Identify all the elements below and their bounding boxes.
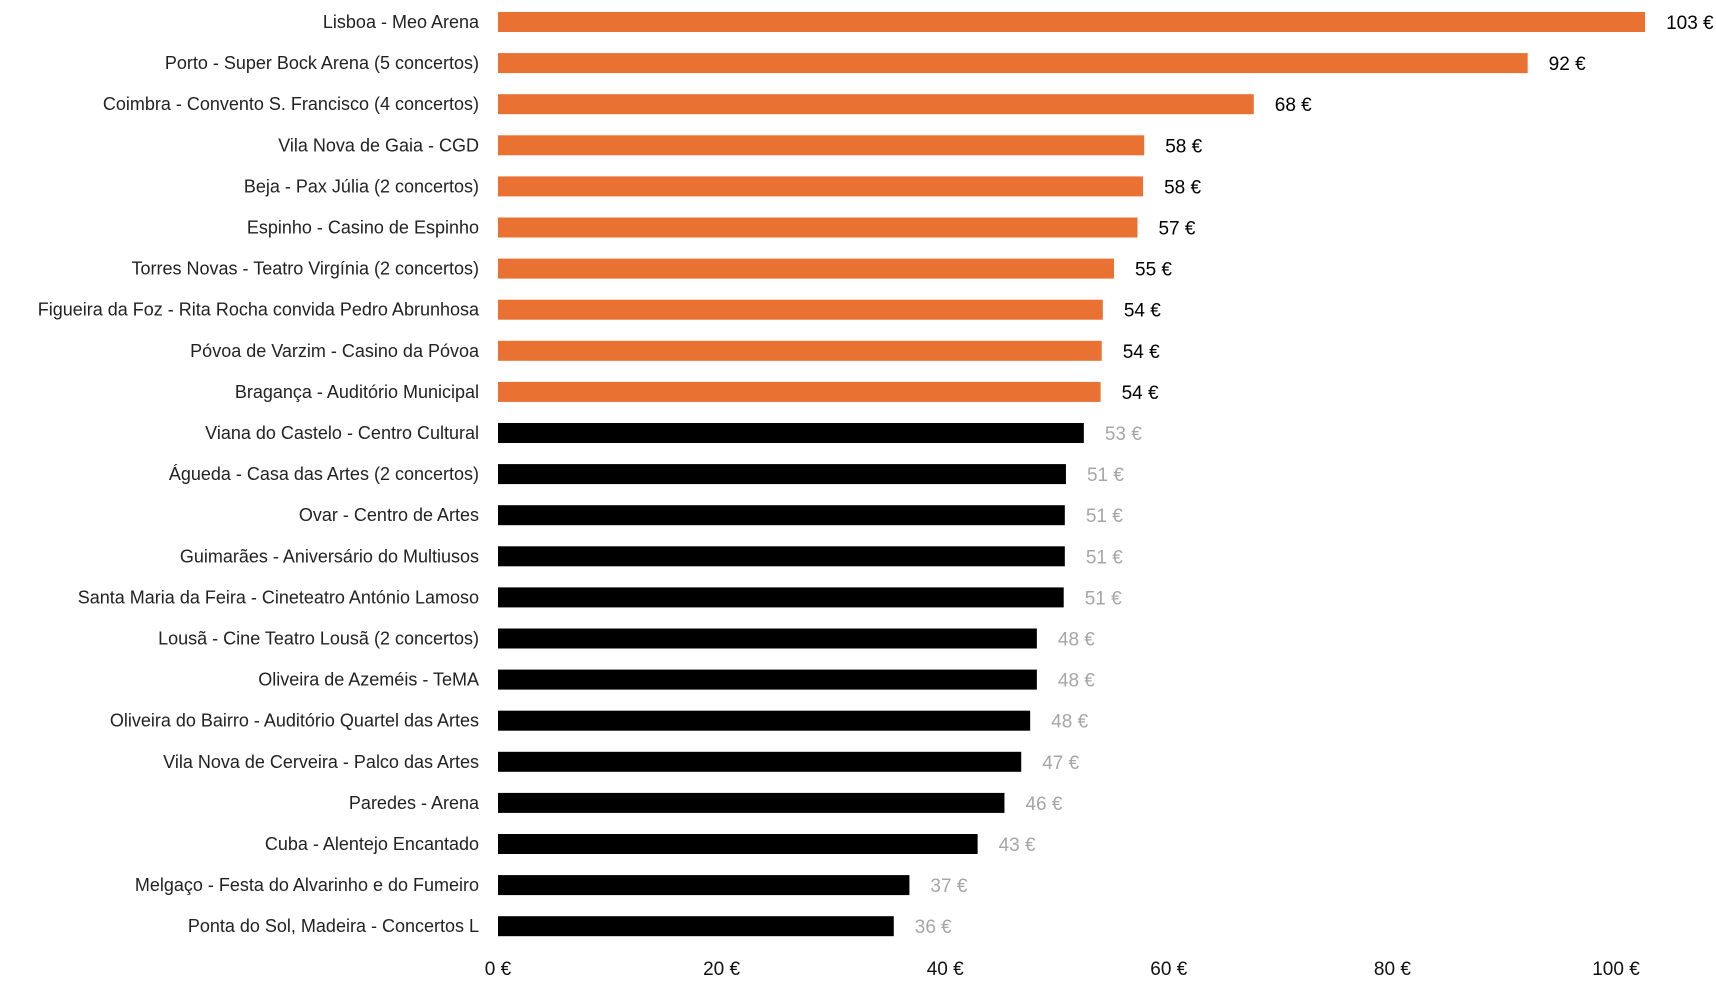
category-label: Lousã - Cine Teatro Lousã (2 concertos) bbox=[158, 629, 479, 649]
category-label: Oliveira do Bairro - Auditório Quartel d… bbox=[110, 711, 479, 731]
value-label: 51 € bbox=[1086, 506, 1123, 527]
bar bbox=[498, 299, 1103, 320]
category-label: Santa Maria da Feira - Cineteatro Antóni… bbox=[78, 587, 479, 607]
category-label: Vila Nova de Gaia - CGD bbox=[278, 135, 479, 155]
bar bbox=[498, 258, 1115, 279]
bar bbox=[498, 751, 1022, 772]
bar bbox=[498, 53, 1528, 74]
value-label: 103 € bbox=[1666, 13, 1714, 34]
category-label: Bragança - Auditório Municipal bbox=[235, 382, 479, 402]
category-label: Vila Nova de Cerveira - Palco das Artes bbox=[163, 752, 479, 772]
category-label: Melgaço - Festa do Alvarinho e do Fumeir… bbox=[135, 875, 479, 895]
bar bbox=[498, 464, 1066, 485]
value-label: 51 € bbox=[1085, 588, 1122, 609]
value-label: 48 € bbox=[1058, 630, 1095, 651]
bar bbox=[498, 546, 1065, 567]
value-label: 54 € bbox=[1124, 301, 1161, 322]
value-label: 68 € bbox=[1275, 95, 1312, 116]
category-label: Ponta do Sol, Madeira - Concertos L bbox=[188, 916, 479, 936]
value-label: 92 € bbox=[1549, 54, 1586, 75]
bar bbox=[498, 340, 1102, 361]
x-tick-label: 0 € bbox=[485, 959, 512, 980]
bar bbox=[498, 12, 1646, 32]
x-tick-label: 40 € bbox=[927, 959, 964, 980]
bar bbox=[498, 792, 1005, 813]
category-label: Oliveira de Azeméis - TeMA bbox=[258, 670, 479, 690]
x-tick-label: 100 € bbox=[1592, 959, 1640, 980]
category-label: Beja - Pax Júlia (2 concertos) bbox=[244, 176, 479, 196]
value-label: 51 € bbox=[1087, 465, 1124, 486]
category-label: Paredes - Arena bbox=[349, 793, 480, 813]
category-label: Porto - Super Bock Arena (5 concertos) bbox=[165, 53, 479, 73]
category-label: Espinho - Casino de Espinho bbox=[247, 218, 479, 238]
value-label: 57 € bbox=[1158, 219, 1195, 240]
value-label: 47 € bbox=[1042, 753, 1079, 774]
value-label: 58 € bbox=[1165, 136, 1202, 157]
value-label: 54 € bbox=[1122, 383, 1159, 404]
value-label: 43 € bbox=[999, 835, 1036, 856]
category-label: Coimbra - Convento S. Francisco (4 conce… bbox=[103, 94, 479, 114]
bar bbox=[498, 710, 1031, 731]
bar bbox=[498, 916, 894, 937]
category-label: Torres Novas - Teatro Virgínia (2 concer… bbox=[132, 259, 479, 279]
value-label: 48 € bbox=[1058, 671, 1095, 692]
value-label: 46 € bbox=[1025, 794, 1062, 815]
value-label: 36 € bbox=[915, 917, 952, 938]
bar bbox=[498, 135, 1145, 156]
bar bbox=[498, 669, 1037, 690]
category-label: Águeda - Casa das Artes (2 concertos) bbox=[169, 464, 479, 484]
bar bbox=[498, 505, 1065, 526]
bar bbox=[498, 834, 978, 854]
bar bbox=[498, 628, 1037, 649]
value-label: 51 € bbox=[1086, 547, 1123, 568]
bar bbox=[498, 381, 1101, 402]
bar bbox=[498, 423, 1084, 443]
bar bbox=[498, 94, 1254, 115]
bar bbox=[498, 587, 1064, 608]
category-label: Figueira da Foz - Rita Rocha convida Ped… bbox=[38, 300, 480, 320]
category-label: Guimarães - Aniversário do Multiusos bbox=[180, 546, 479, 566]
value-label: 54 € bbox=[1123, 342, 1160, 363]
category-label: Ovar - Centro de Artes bbox=[299, 505, 479, 525]
bar bbox=[498, 217, 1138, 238]
x-tick-label: 20 € bbox=[703, 959, 740, 980]
value-label: 55 € bbox=[1135, 260, 1172, 281]
category-label: Lisboa - Meo Arena bbox=[323, 12, 480, 32]
value-label: 48 € bbox=[1051, 712, 1088, 733]
category-label: Cuba - Alentejo Encantado bbox=[265, 834, 479, 854]
bar bbox=[498, 875, 910, 896]
x-tick-label: 80 € bbox=[1374, 959, 1411, 980]
category-label: Viana do Castelo - Centro Cultural bbox=[205, 423, 479, 443]
value-label: 58 € bbox=[1164, 177, 1201, 198]
value-label: 37 € bbox=[930, 876, 967, 897]
bar bbox=[498, 176, 1144, 197]
x-tick-label: 60 € bbox=[1150, 959, 1187, 980]
value-label: 53 € bbox=[1105, 424, 1142, 445]
category-label: Póvoa de Varzim - Casino da Póvoa bbox=[190, 341, 480, 361]
